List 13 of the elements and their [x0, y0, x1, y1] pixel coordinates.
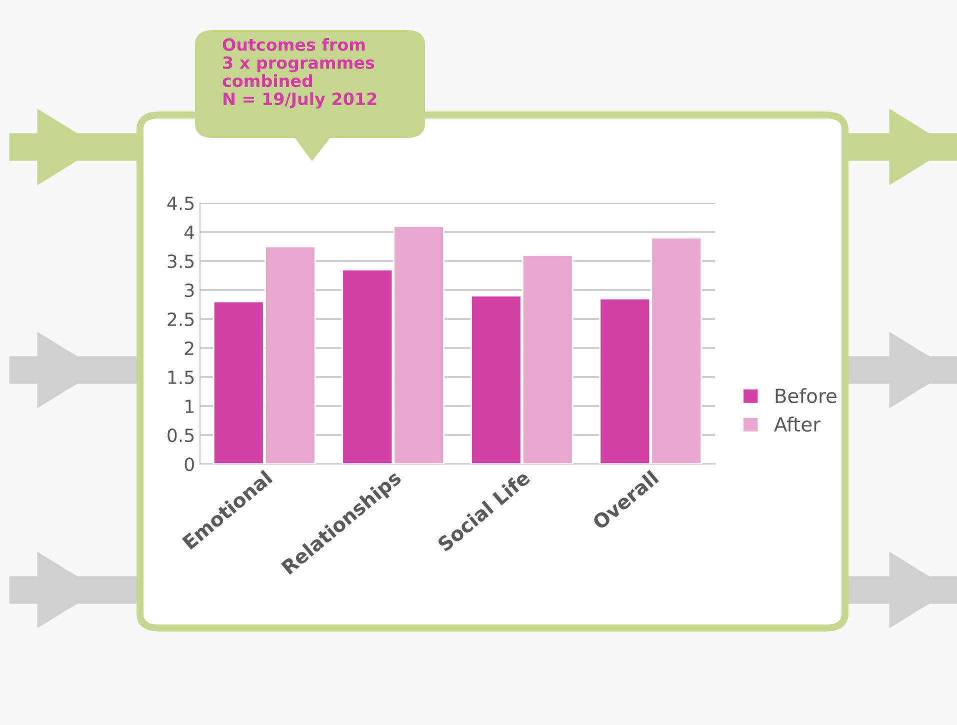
- y-tick-label: 4.5: [167, 196, 194, 210]
- y-tick-label: 1: [186, 400, 194, 413]
- y-tick-label: 2.5: [168, 312, 194, 326]
- y-tick-label: 0.5: [168, 428, 194, 442]
- y-tick-label: 3: [185, 283, 194, 298]
- legend-label: Before: [776, 388, 836, 404]
- y-tick-label: 3.5: [168, 254, 194, 268]
- legend-label: After: [774, 416, 821, 432]
- chart-title: Outcomes from 3 x programmes combined N = 19/July 2012: [222, 38, 376, 108]
- y-tick-label: 2: [184, 341, 194, 355]
- y-tick-label: 0: [184, 457, 194, 472]
- y-tick-label: 1.5: [168, 370, 194, 384]
- y-tick-label: 4: [184, 226, 194, 239]
